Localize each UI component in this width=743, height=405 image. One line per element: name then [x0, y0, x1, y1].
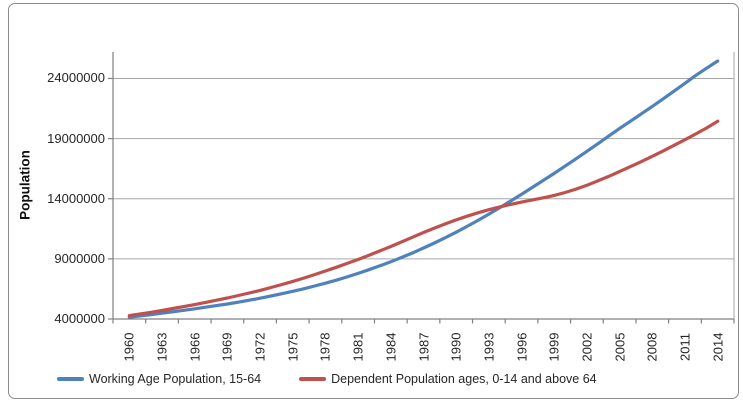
x-axis-tick-label: 1969 [219, 332, 235, 362]
x-axis-tick-label: 2008 [644, 332, 660, 362]
x-axis-tick-label: 1963 [154, 332, 170, 362]
x-axis-tick-label: 1990 [448, 332, 464, 362]
y-axis-tick-label: 19000000 [47, 130, 105, 146]
y-axis-tick-label: 9000000 [54, 250, 105, 266]
x-axis-tick-label: 1996 [514, 332, 530, 362]
x-axis-tick-label: 1999 [546, 332, 562, 362]
series-line-1 [127, 119, 720, 318]
x-axis-tick-label: 1966 [187, 332, 203, 362]
y-axis-tick-label: 14000000 [47, 190, 105, 206]
legend-item-0: Working Age Population, 15-64 [57, 372, 261, 386]
x-axis-tick-label: 1960 [121, 332, 137, 362]
chart-frame [8, 3, 739, 399]
x-axis-tick-label: 2002 [579, 332, 595, 362]
x-axis-tick-label: 1975 [285, 332, 301, 362]
legend-line-swatch [57, 376, 84, 381]
x-axis-tick-label: 1993 [481, 332, 497, 362]
y-axis-tick-label: 4000000 [54, 311, 105, 326]
series-line-0 [127, 59, 720, 319]
legend-line-swatch [299, 376, 327, 381]
x-axis-tick-label: 2005 [612, 332, 628, 362]
legend-item-1: Dependent Population ages, 0-14 and abov… [299, 372, 597, 386]
x-axis-tick-label: 1978 [317, 332, 333, 362]
y-axis-title: Population [17, 150, 33, 220]
legend: Working Age Population, 15-64 Dependent P… [57, 370, 597, 387]
legend-label: Working Age Population, 15-64 [89, 371, 262, 386]
legend-label: Dependent Population ages, 0-14 and abov… [331, 371, 597, 386]
x-axis-tick-label: 1972 [252, 332, 268, 362]
y-axis-tick-label: 24000000 [47, 70, 105, 86]
x-axis-tick-label: 1987 [416, 332, 431, 362]
x-axis-tick-label: 1981 [350, 332, 366, 362]
x-axis-tick-label: 2011 [677, 333, 693, 361]
x-axis-tick-label: 2014 [710, 332, 726, 362]
x-axis-tick-label: 1984 [383, 332, 399, 362]
